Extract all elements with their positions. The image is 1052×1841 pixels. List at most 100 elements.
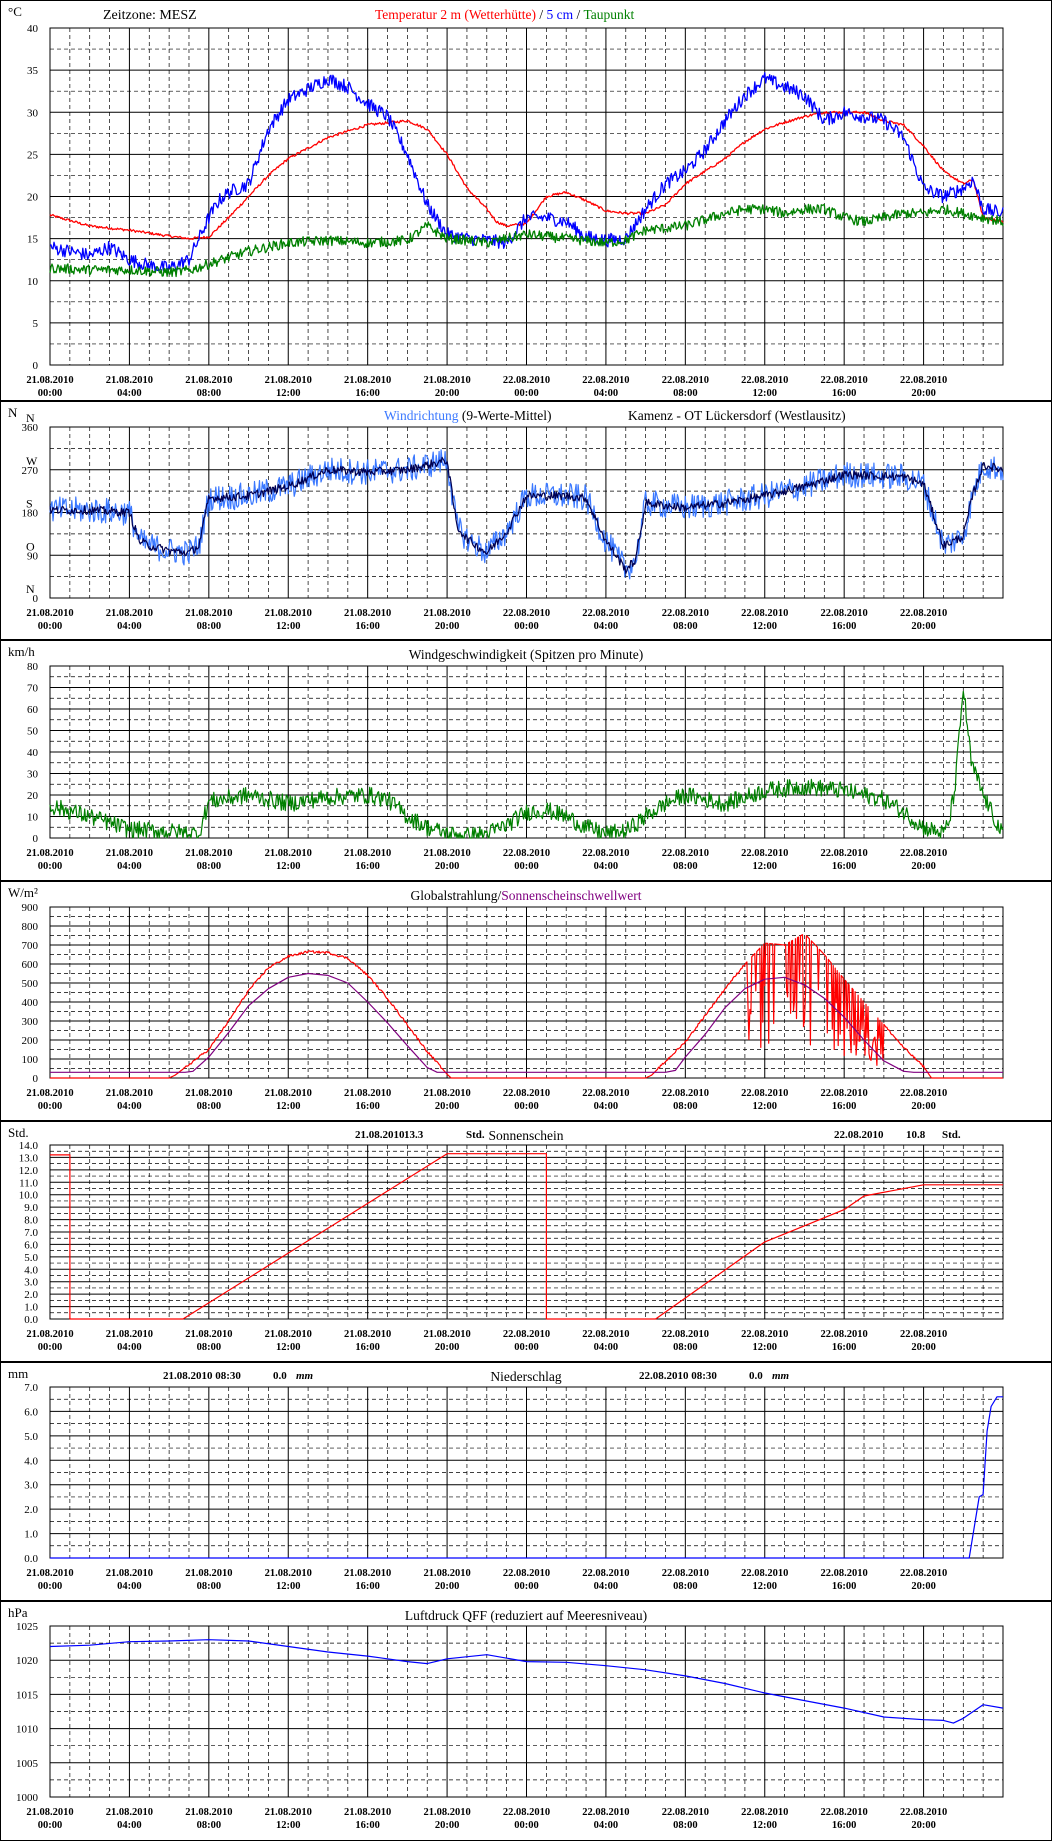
x-tick-time: 08:00 bbox=[673, 388, 698, 399]
x-tick-time: 16:00 bbox=[355, 388, 380, 399]
y-tick-label: 800 bbox=[22, 921, 39, 933]
x-tick-date: 22.08.2010 bbox=[582, 1329, 629, 1340]
x-tick-date: 21.08.2010 bbox=[344, 1088, 391, 1099]
x-tick-date: 21.08.2010 bbox=[185, 608, 232, 619]
x-tick-time: 16:00 bbox=[355, 1101, 380, 1112]
y-tick-label: 100 bbox=[22, 1054, 39, 1066]
title-part: Temperatur 2 m (Wetterhütte) bbox=[375, 7, 536, 22]
y-tick-label: 40 bbox=[27, 747, 39, 759]
x-tick-date: 21.08.2010 bbox=[423, 608, 470, 619]
x-tick-time: 20:00 bbox=[911, 861, 936, 872]
panel-wind-speed: 0 10 20 30 40 50 60 70 80 km/h 21.08.2010 00:00 21.0… bbox=[0, 640, 1052, 881]
x-tick-time: 04:00 bbox=[117, 621, 142, 632]
plot-frame bbox=[49, 1144, 1004, 1320]
unit-label: W/m² bbox=[8, 885, 38, 900]
x-tick-time: 12:00 bbox=[276, 1342, 301, 1353]
x-tick-time: 12:00 bbox=[753, 1342, 778, 1353]
x-tick-time: 04:00 bbox=[117, 1342, 142, 1353]
note-date: 21.08.2010 bbox=[355, 1129, 405, 1141]
x-tick-date: 21.08.2010 bbox=[265, 1807, 312, 1818]
plot-frame bbox=[49, 27, 1004, 366]
x-tick-time: 20:00 bbox=[435, 621, 460, 632]
x-tick-time: 20:00 bbox=[911, 1820, 936, 1831]
note-value: 13.3 bbox=[404, 1129, 424, 1141]
x-tick-time: 20:00 bbox=[911, 1342, 936, 1353]
x-tick-date: 22.08.2010 bbox=[582, 848, 629, 859]
y-tick-label: 300 bbox=[22, 1016, 39, 1028]
x-tick-time: 16:00 bbox=[355, 1581, 380, 1592]
y-tick-label: 1010 bbox=[16, 1724, 39, 1736]
y-tick-label: 90 bbox=[27, 550, 39, 562]
chart-title: Niederschlag bbox=[490, 1369, 561, 1384]
x-tick-date: 21.08.2010 bbox=[26, 848, 73, 859]
x-tick-date: 22.08.2010 bbox=[900, 1807, 947, 1818]
x-tick-date: 21.08.2010 bbox=[106, 848, 153, 859]
chart-title: Sonnenschein bbox=[489, 1128, 564, 1143]
x-tick-time: 12:00 bbox=[276, 1101, 301, 1112]
note-value: 10.8 bbox=[906, 1129, 926, 1141]
x-tick-date: 21.08.2010 bbox=[423, 1088, 470, 1099]
title-part: Sonnenscheinschwellwert bbox=[501, 888, 641, 903]
x-tick-date: 21.08.2010 bbox=[26, 1088, 73, 1099]
x-tick-time: 04:00 bbox=[117, 861, 142, 872]
y-tick-label: 4.0 bbox=[24, 1455, 38, 1467]
x-tick-date: 22.08.2010 bbox=[662, 375, 709, 386]
y-tick-label: 200 bbox=[22, 1035, 39, 1047]
y-tick-label: 0 bbox=[33, 593, 39, 605]
x-tick-time: 08:00 bbox=[197, 621, 222, 632]
x-tick-time: 00:00 bbox=[514, 388, 539, 399]
title-part: / bbox=[573, 7, 580, 22]
y-tick-label: 70 bbox=[27, 683, 39, 695]
y-tick-label: 2.0 bbox=[24, 1504, 38, 1516]
x-tick-date: 22.08.2010 bbox=[662, 848, 709, 859]
x-tick-time: 20:00 bbox=[435, 1820, 460, 1831]
series-line bbox=[49, 203, 1004, 278]
chart-title: Luftdruck QFF (reduziert auf Meeresnivea… bbox=[405, 1608, 647, 1623]
x-tick-time: 20:00 bbox=[435, 1101, 460, 1112]
x-tick-date: 22.08.2010 bbox=[503, 1807, 550, 1818]
plot-frame bbox=[49, 426, 1004, 599]
x-tick-time: 08:00 bbox=[673, 1101, 698, 1112]
panel-sunshine: 0.01.02.03.04.05.06.07.08.09.010.011.012… bbox=[0, 1121, 1052, 1362]
y-tick-label: 1.0 bbox=[24, 1302, 38, 1314]
x-tick-time: 12:00 bbox=[753, 861, 778, 872]
note-unit: Std. bbox=[466, 1129, 485, 1141]
unit-label: mm bbox=[8, 1366, 28, 1381]
panel-radiation: 0 100 200 300 400 500 600 700 800 900 W/m² 21.08.20… bbox=[0, 881, 1052, 1121]
x-tick-time: 16:00 bbox=[355, 1820, 380, 1831]
x-tick-time: 00:00 bbox=[38, 1820, 63, 1831]
x-tick-date: 21.08.2010 bbox=[185, 1568, 232, 1579]
y-tick-label: 3.0 bbox=[24, 1277, 38, 1289]
x-tick-time: 16:00 bbox=[355, 861, 380, 872]
y-tick-label: 5.0 bbox=[24, 1431, 38, 1443]
note-unit: mm bbox=[772, 1370, 790, 1382]
y-tick-label: 180 bbox=[22, 508, 39, 520]
chart-title: Globalstrahlung/Sonnenscheinschwellwert bbox=[411, 888, 642, 903]
plot-frame bbox=[49, 665, 1004, 839]
y-tick-label: 30 bbox=[27, 107, 39, 119]
panel-temperature: 0 5 10 15 20 25 30 35 40 °C 21.08.2010 00:00 21.08.2… bbox=[0, 0, 1052, 401]
title-part: Windrichtung bbox=[384, 408, 459, 423]
chart-title: Windrichtung (9-Werte-Mittel) bbox=[384, 408, 551, 423]
x-tick-date: 22.08.2010 bbox=[582, 1807, 629, 1818]
y-tick-label: 5.0 bbox=[24, 1252, 38, 1264]
x-tick-date: 21.08.2010 bbox=[106, 1329, 153, 1340]
x-tick-time: 12:00 bbox=[753, 388, 778, 399]
x-tick-date: 22.08.2010 bbox=[741, 848, 788, 859]
x-tick-date: 21.08.2010 bbox=[265, 375, 312, 386]
series-line bbox=[50, 1396, 1003, 1559]
x-tick-time: 04:00 bbox=[594, 621, 619, 632]
unit-label: km/h bbox=[8, 644, 35, 659]
y-tick-label: 10 bbox=[27, 276, 39, 288]
grid bbox=[50, 1387, 1003, 1558]
x-tick-time: 08:00 bbox=[673, 1342, 698, 1353]
grid bbox=[50, 427, 1003, 598]
x-tick-date: 22.08.2010 bbox=[900, 1568, 947, 1579]
x-tick-date: 22.08.2010 bbox=[821, 1807, 868, 1818]
x-tick-date: 21.08.2010 bbox=[265, 1568, 312, 1579]
x-tick-date: 21.08.2010 bbox=[344, 848, 391, 859]
title-part: (9-Werte-Mittel) bbox=[458, 408, 551, 423]
x-tick-time: 04:00 bbox=[117, 1101, 142, 1112]
y-tick-label: 270 bbox=[22, 465, 39, 477]
